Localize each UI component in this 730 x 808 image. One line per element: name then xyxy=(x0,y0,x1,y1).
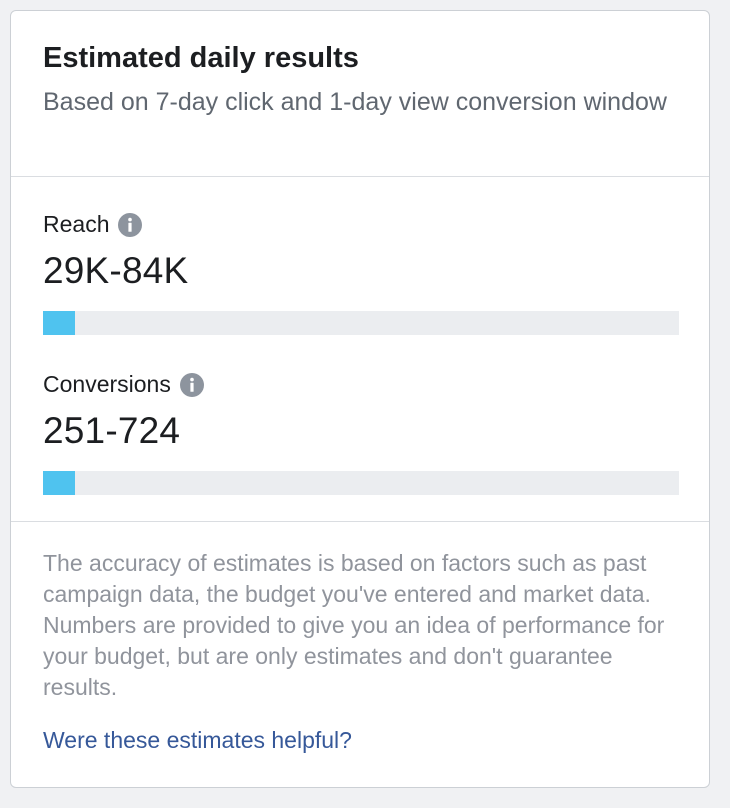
conversions-metric: Conversions 251-724 xyxy=(43,367,679,495)
info-icon[interactable] xyxy=(118,213,143,237)
reach-value: 29K-84K xyxy=(43,250,189,291)
estimates-helpful-link[interactable]: Were these estimates helpful? xyxy=(43,727,352,753)
estimated-results-card: Estimated daily results Based on 7-day c… xyxy=(10,10,710,788)
conversions-bar-track xyxy=(43,471,679,495)
conversions-value: 251-724 xyxy=(43,410,181,451)
conversions-label: Conversions xyxy=(43,371,171,397)
metrics-section: Reach 29K-84K Conversions xyxy=(11,177,709,522)
card-header: Estimated daily results Based on 7-day c… xyxy=(11,11,709,177)
card-footer: The accuracy of estimates is based on fa… xyxy=(11,522,709,756)
card-subtitle: Based on 7-day click and 1-day view conv… xyxy=(43,88,667,116)
conversions-bar-fill xyxy=(43,471,75,495)
info-icon[interactable] xyxy=(179,373,204,397)
disclaimer-text: The accuracy of estimates is based on fa… xyxy=(43,550,665,700)
card-title: Estimated daily results xyxy=(43,42,359,74)
conversions-label-row: Conversions xyxy=(43,367,679,401)
reach-bar-fill xyxy=(43,311,75,335)
reach-label-row: Reach xyxy=(43,207,679,241)
reach-label: Reach xyxy=(43,211,110,237)
reach-bar-track xyxy=(43,311,679,335)
reach-metric: Reach 29K-84K xyxy=(43,207,679,335)
